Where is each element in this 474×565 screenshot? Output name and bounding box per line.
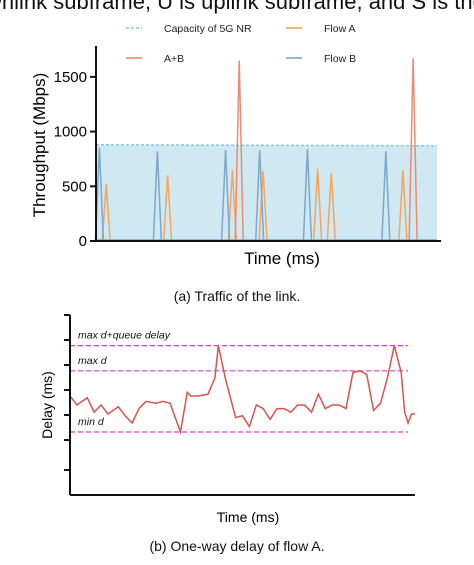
legend-label-flow_a: Flow A: [324, 23, 356, 35]
chart-a-y-label: Throughput (Mbps): [30, 73, 49, 218]
reference-label: max d: [78, 355, 108, 367]
flow_b-spike: [220, 150, 231, 242]
flow_a-spike: [398, 169, 408, 242]
legend-label-flow_b: Flow B: [324, 53, 356, 65]
chart-b-caption: (b) One-way delay of flow A.: [149, 538, 325, 554]
capacity-area: [96, 144, 437, 241]
chart-a-legend: Capacity of 5G NR Flow A A+B Flow B: [126, 23, 356, 65]
y-tick-label: 0: [79, 233, 87, 250]
y-tick-label: 500: [62, 178, 87, 195]
legend-label-capacity: Capacity of 5G NR: [164, 23, 252, 35]
chart-b-y-label: Delay (ms): [39, 371, 55, 439]
flow_a-spike: [312, 168, 323, 242]
flow_a-spike: [258, 170, 268, 242]
delay-line: [69, 345, 415, 435]
y-tick-label: 1000: [54, 124, 87, 141]
flow_b-spike: [152, 151, 163, 242]
flow_b-spike: [254, 150, 265, 242]
chart-a-x-label: Time (ms): [244, 249, 320, 268]
chart-b-axes: [64, 314, 415, 496]
flow_a-spike: [101, 184, 111, 242]
chart-b-plot-area: max d+queue delay max d min d: [69, 330, 415, 435]
reference-label: max d+queue delay: [78, 330, 171, 342]
y-tick-label: 1500: [54, 69, 87, 86]
chart-a-caption: (a) Traffic of the link.: [173, 288, 301, 304]
chart-b-x-label: Time (ms): [217, 509, 279, 525]
legend-label-ab: A+B: [164, 53, 184, 65]
flow_b-spike: [302, 149, 313, 242]
chart-traffic: Capacity of 5G NR Flow A A+B Flow B 0 500 100…: [30, 23, 441, 268]
ab-spike: [408, 58, 418, 242]
header-text: wnlink subframe, U is uplink subframe, a…: [0, 0, 474, 14]
ab-spike: [234, 60, 244, 242]
reference-label: min d: [78, 416, 105, 428]
capacity-line: [95, 144, 438, 147]
flow_a-spike: [162, 175, 173, 242]
chart-a-axes: 0 500 1000 1500: [54, 46, 441, 250]
chart-a-plot-area: [94, 58, 438, 242]
chart-delay: max d+queue delay max d min d Delay (ms) T…: [39, 314, 415, 525]
cropped-header-text: wnlink subframe, U is uplink subframe, a…: [0, 0, 474, 15]
flow_a-spike: [326, 173, 337, 242]
flow_b-spike: [381, 151, 391, 242]
